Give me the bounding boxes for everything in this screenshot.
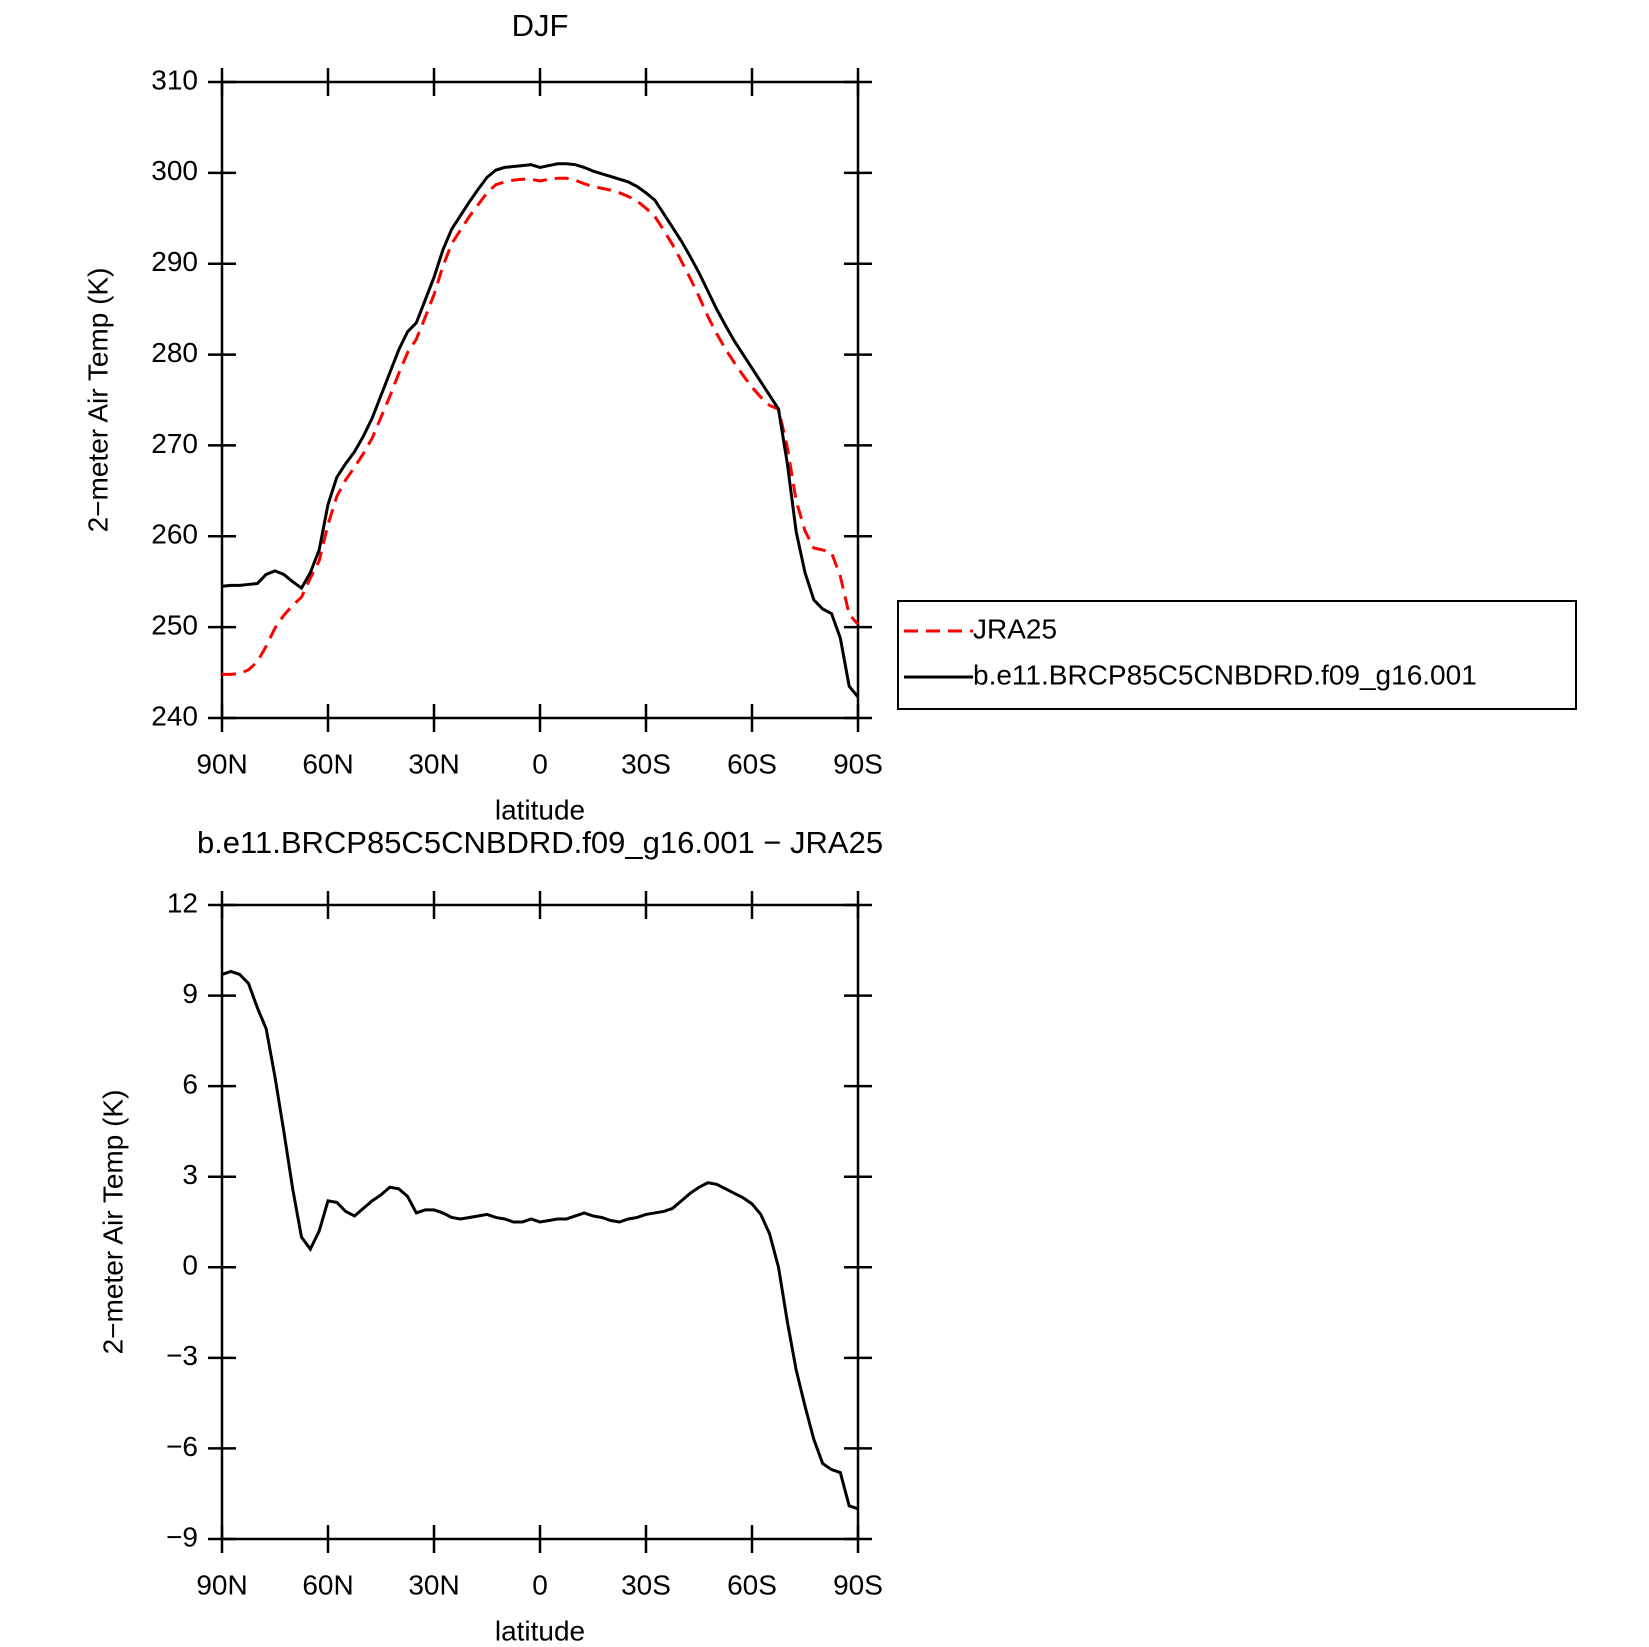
- y-tick-label: −6: [166, 1431, 198, 1462]
- y-tick-label: 240: [151, 700, 198, 731]
- data-line: [222, 176, 860, 676]
- plot-frame: [220, 903, 860, 1541]
- y-tick-label: 300: [151, 155, 198, 186]
- x-tick-label: 30S: [621, 748, 671, 779]
- x-tick-label: 90S: [833, 1569, 883, 1600]
- y-tick-label: 310: [151, 64, 198, 95]
- chart-title: b.e11.BRCP85C5CNBDRD.f09_g16.001 − JRA25: [197, 825, 883, 860]
- y-tick-label: −3: [166, 1340, 198, 1371]
- y-tick-label: −9: [166, 1521, 198, 1552]
- y-tick-label: 12: [167, 887, 198, 918]
- chart-title: DJF: [512, 8, 569, 43]
- x-tick-label: 60N: [302, 1569, 353, 1600]
- y-tick-label: 270: [151, 428, 198, 459]
- y-tick-label: 250: [151, 610, 198, 641]
- x-tick-label: 60S: [727, 748, 777, 779]
- y-tick-label: 260: [151, 519, 198, 550]
- x-tick-label: 90S: [833, 748, 883, 779]
- legend-label: b.e11.BRCP85C5CNBDRD.f09_g16.001: [973, 659, 1477, 690]
- data-line: [221, 969, 859, 1511]
- x-tick-label: 0: [532, 748, 548, 779]
- x-tick-label: 90N: [196, 1569, 247, 1600]
- x-tick-label: 0: [532, 1569, 548, 1600]
- data-line: [221, 162, 860, 699]
- y-tick-label: 0: [182, 1250, 198, 1281]
- legend-box: [897, 600, 1577, 710]
- y-axis-label: 2−meter Air Temp (K): [82, 268, 113, 533]
- x-tick-label: 30S: [621, 1569, 671, 1600]
- x-tick-label: 30N: [408, 1569, 459, 1600]
- y-tick-label: 6: [182, 1069, 198, 1100]
- x-axis-label: latitude: [495, 1615, 585, 1646]
- x-tick-label: 60N: [302, 748, 353, 779]
- x-tick-label: 30N: [408, 748, 459, 779]
- x-axis-label: latitude: [495, 794, 585, 825]
- y-axis-label: 2−meter Air Temp (K): [97, 1090, 128, 1355]
- x-tick-label: 90N: [196, 748, 247, 779]
- y-tick-label: 280: [151, 337, 198, 368]
- x-tick-label: 60S: [727, 1569, 777, 1600]
- plot-frame: [220, 80, 860, 720]
- y-tick-label: 9: [182, 978, 198, 1009]
- legend-label: JRA25: [973, 613, 1057, 644]
- y-tick-label: 3: [182, 1159, 198, 1190]
- y-tick-label: 290: [151, 246, 198, 277]
